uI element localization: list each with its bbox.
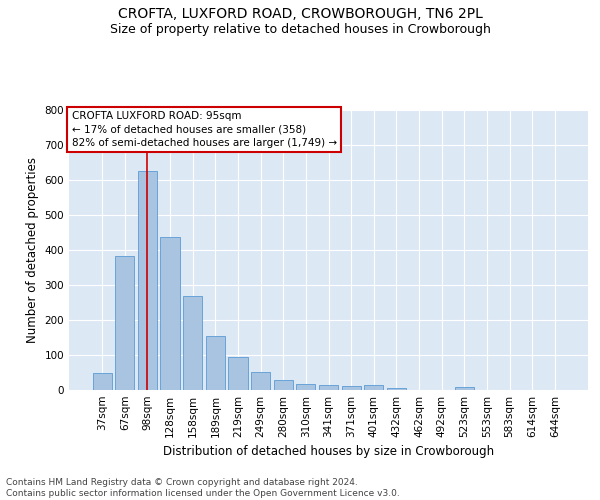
Bar <box>455 387 474 390</box>
Bar <box>319 386 338 390</box>
Y-axis label: Number of detached properties: Number of detached properties <box>26 157 39 343</box>
Bar <box>138 171 157 390</box>
Text: CROFTA LUXFORD ROAD: 95sqm
← 17% of detached houses are smaller (358)
82% of sem: CROFTA LUXFORD ROAD: 95sqm ← 17% of deta… <box>71 112 337 148</box>
Bar <box>341 386 361 390</box>
Text: Size of property relative to detached houses in Crowborough: Size of property relative to detached ho… <box>110 22 490 36</box>
Text: Contains HM Land Registry data © Crown copyright and database right 2024.
Contai: Contains HM Land Registry data © Crown c… <box>6 478 400 498</box>
Bar <box>183 296 202 390</box>
Text: CROFTA, LUXFORD ROAD, CROWBOROUGH, TN6 2PL: CROFTA, LUXFORD ROAD, CROWBOROUGH, TN6 2… <box>118 8 482 22</box>
Bar <box>387 388 406 390</box>
Bar <box>160 236 180 390</box>
Bar <box>274 380 293 390</box>
Bar <box>115 256 134 390</box>
X-axis label: Distribution of detached houses by size in Crowborough: Distribution of detached houses by size … <box>163 446 494 458</box>
Bar <box>296 384 316 390</box>
Bar <box>92 373 112 390</box>
Bar <box>364 385 383 390</box>
Bar <box>206 336 225 390</box>
Bar <box>251 372 270 390</box>
Bar <box>229 357 248 390</box>
